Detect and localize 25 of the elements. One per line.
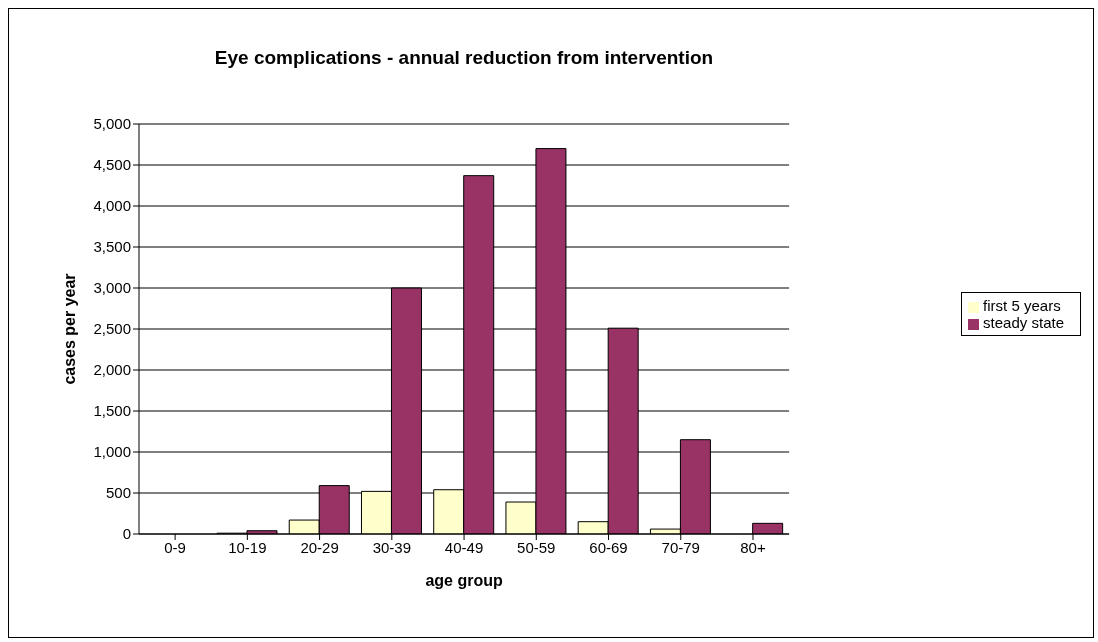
legend-label: steady state [983,314,1064,331]
x-tick-label: 40-49 [444,538,484,556]
y-tick-label: 500 [105,484,131,502]
x-tick-label: 30-39 [372,538,412,556]
x-tick-label: 70-79 [661,538,700,556]
y-tick-label: 0 [122,525,131,543]
y-tick-label: 1,000 [93,443,131,461]
x-tick-label: 50-59 [517,538,556,556]
x-tick-label: 80+ [740,538,766,556]
y-tick-label: 2,500 [93,320,131,338]
x-tick-label: 10-19 [228,538,267,556]
legend-label: first 5 years [983,297,1061,314]
y-tick-label: 4,500 [93,156,131,174]
x-tick-label: 20-29 [300,538,339,556]
x-tick-label: 0-9 [164,538,186,556]
y-tick-label: 1,500 [93,402,131,420]
y-tick-label: 4,000 [93,197,131,215]
x-axis-title: age group [425,572,503,589]
y-tick-label: 2,000 [93,361,131,379]
y-axis-title: cases per year [60,273,78,385]
y-tick-label: 3,000 [93,279,131,297]
y-tick-label: 5,000 [93,115,131,133]
x-tick-label: 60-69 [589,538,628,556]
y-tick-label: 3,500 [93,238,131,256]
chart-title: Eye complications - annual reduction from intervention [213,47,715,69]
